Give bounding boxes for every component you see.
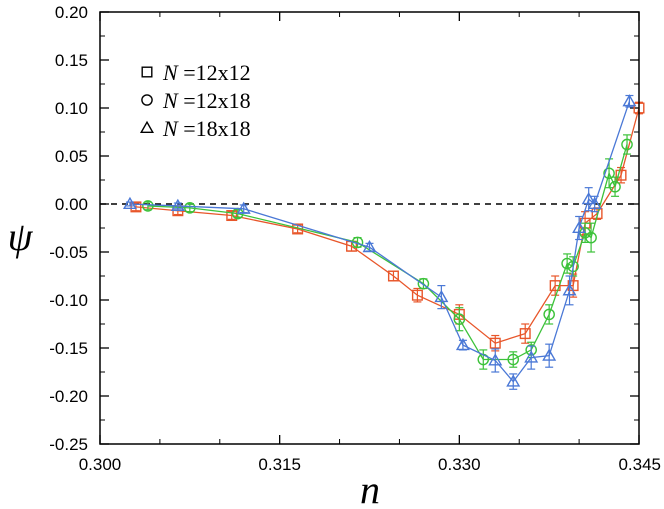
legend-label: N =12x12 (162, 60, 251, 85)
series-line (129, 101, 631, 383)
data-point (543, 308, 555, 321)
data-point (434, 289, 449, 303)
data-point (587, 196, 602, 210)
data-point (562, 283, 577, 296)
series-circle (142, 134, 633, 370)
data-point (455, 337, 470, 351)
plot-frame (99, 11, 640, 445)
data-point (524, 350, 539, 363)
data-point (622, 94, 637, 107)
x-axis-label: n (360, 467, 380, 509)
data-point (417, 277, 430, 290)
series-line (147, 144, 628, 361)
y-tick-label: 0.10 (55, 99, 88, 118)
legend-marker-triangle (139, 120, 155, 134)
data-point (581, 191, 596, 205)
y-tick-label: -0.15 (49, 339, 88, 358)
legend-symbol: N (162, 60, 179, 85)
data-point (506, 374, 521, 387)
data-point (603, 167, 615, 180)
legend-marker-square (141, 66, 153, 78)
series-triangle (122, 94, 637, 390)
x-tick-label: 0.300 (79, 455, 122, 474)
data-point (122, 196, 137, 210)
data-point (489, 337, 501, 349)
data-point (170, 198, 185, 211)
data-point (184, 202, 196, 214)
data-point (561, 257, 573, 270)
data-point (585, 231, 597, 244)
x-tick-label: 0.345 (618, 455, 661, 474)
data-point (387, 270, 399, 282)
y-tick-label: 0.00 (55, 195, 88, 214)
legend-value: =12x12 (178, 60, 251, 85)
tick-labels: 0.20 0.15 0.10 0.05 0.00 -0.05 -0.10 -0.15 -0.20… (49, 3, 661, 474)
data-point (488, 353, 503, 366)
legend-marker-circle (141, 94, 153, 106)
legend-symbol: N (162, 116, 179, 141)
data-point (621, 138, 633, 151)
y-tick-label: -0.10 (49, 291, 88, 310)
data-point (130, 201, 142, 213)
x-tick-label: 0.315 (258, 455, 301, 474)
data-point (567, 260, 579, 273)
x-tick-label: 0.330 (438, 455, 481, 474)
data-point (609, 180, 621, 193)
legend-value: =18x18 (178, 116, 251, 141)
legend-label: N =18x18 (162, 116, 251, 141)
data-point (519, 328, 531, 340)
y-tick-label: 0.15 (55, 51, 88, 70)
legend-value: =12x18 (178, 88, 251, 113)
data-point (542, 348, 557, 361)
y-tick-label: -0.20 (49, 387, 88, 406)
series-line (135, 107, 640, 344)
legend-symbol: N (162, 88, 179, 113)
legend-label: N =12x18 (162, 88, 251, 113)
data-point (615, 169, 627, 181)
y-tick-label: -0.25 (49, 435, 88, 454)
data-point (236, 201, 251, 214)
data-point (507, 353, 520, 366)
y-tick-label: 0.05 (55, 147, 88, 166)
y-axis-label: ψ (8, 214, 34, 259)
data-point (226, 210, 238, 222)
y-tick-label: 0.20 (55, 3, 88, 22)
data-point (142, 200, 154, 212)
data-point (572, 220, 587, 234)
y-tick-label: -0.05 (49, 243, 88, 262)
data-point (411, 289, 423, 301)
data-point (453, 313, 466, 326)
data-point (362, 239, 377, 253)
